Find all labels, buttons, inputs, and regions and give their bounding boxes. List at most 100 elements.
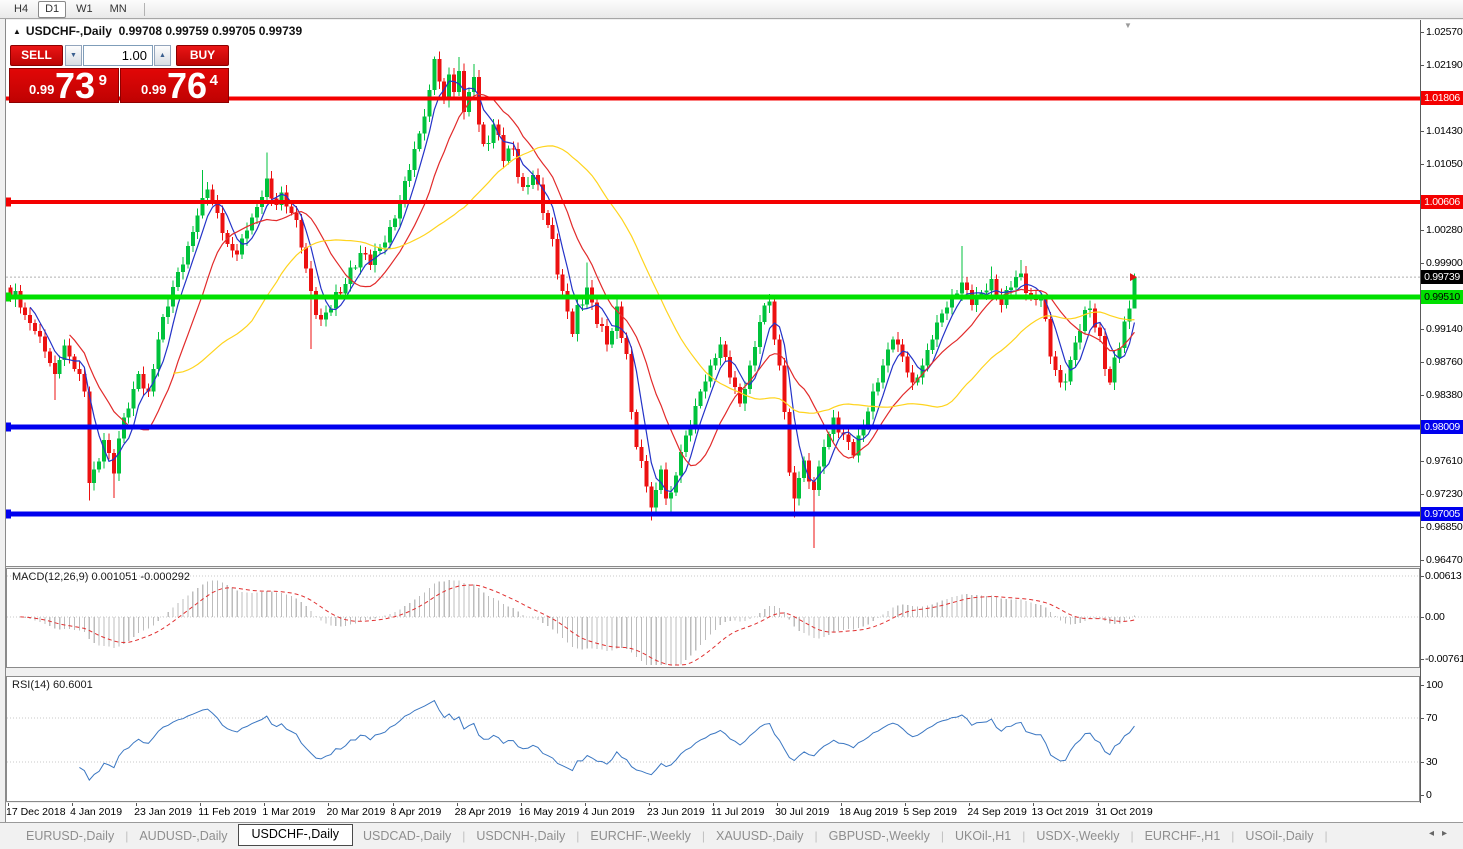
tab-scroll-right-icon[interactable]: ▸ — [1441, 828, 1455, 839]
axis-tick — [1421, 230, 1424, 232]
tab-separator: | — [814, 829, 818, 843]
tab-scroll-left-icon[interactable]: ◂ — [1428, 828, 1442, 839]
axis-tick — [1421, 329, 1424, 331]
axis-tick — [1421, 130, 1424, 132]
axis-tick — [1421, 685, 1424, 686]
timeframe-h4-button[interactable]: H4 — [14, 2, 29, 15]
tab-xauusd-daily[interactable]: XAUUSD-,Daily — [716, 829, 804, 843]
sell-button[interactable]: SELL — [10, 45, 63, 66]
date-tick-label: 5 Sep 2019 — [903, 806, 957, 818]
date-tick-label: 23 Jan 2019 — [134, 806, 192, 818]
sell-quote-box[interactable]: 0.99 73 9 — [9, 65, 119, 106]
axis-tick — [1421, 494, 1424, 496]
moving-average-34 — [172, 145, 1135, 414]
axis-tick — [1421, 394, 1424, 396]
main-chart-pane[interactable] — [6, 20, 1420, 566]
axis-tick — [1421, 560, 1424, 562]
rsi-label: RSI(14) 60.6001 — [12, 679, 93, 691]
tab-eurusd-daily[interactable]: EURUSD-,Daily — [26, 829, 115, 843]
buy-price-prefix: 0.99 — [141, 82, 167, 97]
price-axis[interactable]: 1.02570 1.02190 1.01430 1.01050 1.00280 0.999… — [1421, 20, 1463, 803]
date-tick-label: 16 May 2019 — [518, 806, 580, 818]
buy-quote-box[interactable]: 0.99 76 4 — [120, 65, 229, 106]
date-tick — [648, 803, 650, 806]
date-tick-label: 17 Dec 2018 — [6, 806, 66, 818]
tab-eurchf-weekly[interactable]: EURCHF-,Weekly — [590, 829, 691, 843]
date-axis[interactable]: 17 Dec 2018 4 Jan 2019 23 Jan 2019 11 Feb 2… — [6, 803, 1463, 822]
tab-usdcad-daily[interactable]: USDCAD-,Daily — [363, 829, 452, 843]
tab-usdcnh-daily[interactable]: USDCNH-,Daily — [476, 829, 566, 843]
axis-tick — [1421, 718, 1424, 719]
moving-average-13 — [69, 93, 1135, 467]
timeframe-d1-button[interactable]: D1 — [38, 0, 67, 18]
tab-separator: | — [462, 829, 466, 843]
tab-usdchf-daily[interactable]: USDCHF-,Daily — [237, 824, 354, 846]
price-tick-label: 0.97610 — [1426, 455, 1463, 468]
tab-separator: | — [1130, 829, 1134, 843]
buy-price-big: 76 — [167, 65, 208, 106]
date-tick — [264, 803, 266, 806]
rsi-pane[interactable] — [6, 676, 1420, 802]
axis-tick — [1421, 65, 1424, 66]
price-tick-label: 0.96470 — [1426, 554, 1463, 567]
axis-tick — [1421, 361, 1424, 363]
axis-tick — [1421, 576, 1424, 577]
date-tick-label: 11 Feb 2019 — [198, 806, 257, 818]
axis-tick — [1421, 659, 1424, 660]
candlestick-chart-canvas[interactable] — [6, 20, 1420, 566]
buy-button[interactable]: BUY — [176, 45, 229, 66]
tab-audusd-daily[interactable]: AUDUSD-,Daily — [139, 829, 228, 843]
rsi-axis-label: 100 — [1426, 679, 1443, 691]
collapse-panel-icon[interactable]: ▲ — [13, 27, 21, 36]
date-tick — [969, 803, 971, 806]
chart-symbol-label: USDCHF-,Daily — [25, 24, 112, 38]
horizontal-levels-layer — [6, 96, 1420, 519]
date-tick — [777, 803, 779, 806]
date-tick — [456, 803, 458, 806]
axis-tick — [1421, 527, 1424, 529]
tab-usdx-weekly[interactable]: USDX-,Weekly — [1036, 829, 1120, 843]
date-tick-label: 13 Oct 2019 — [1031, 806, 1089, 818]
chart-title: ▲ USDCHF-,Daily 0.99708 0.99759 0.99705 0… — [13, 24, 302, 38]
date-tick-label: 24 Sep 2019 — [967, 806, 1027, 818]
volume-increase-icon[interactable]: ▲ — [154, 45, 171, 66]
tab-ukoil-h1[interactable]: UKOil-,H1 — [954, 829, 1012, 843]
macd-histogram — [24, 580, 1136, 665]
volume-decrease-icon[interactable]: ▼ — [65, 45, 82, 66]
chart-scroll-marker-icon[interactable]: ▼ — [1124, 21, 1132, 30]
level-handle[interactable] — [6, 292, 11, 302]
tab-separator: | — [1022, 829, 1026, 843]
current-price-badge: 0.99739 — [1421, 270, 1463, 285]
tab-eurchf-h1[interactable]: EURCHF-,H1 — [1144, 829, 1221, 843]
price-tick-label: 1.02570 — [1426, 26, 1463, 39]
timeframe-mn-button[interactable]: MN — [109, 2, 127, 15]
tab-gbpusd-weekly[interactable]: GBPUSD-,Weekly — [828, 829, 930, 843]
level-handle[interactable] — [6, 509, 11, 519]
date-tick — [520, 803, 522, 806]
tab-separator: | — [576, 829, 580, 843]
level-handle[interactable] — [6, 422, 11, 432]
pane-splitter[interactable] — [6, 566, 1420, 567]
price-tick-label: 0.99140 — [1426, 323, 1463, 336]
rsi-current-value: 60.6001 — [52, 679, 93, 691]
price-tick-label: 0.98380 — [1426, 388, 1463, 401]
volume-input[interactable] — [83, 45, 153, 66]
level-handle[interactable] — [6, 197, 11, 207]
date-tick — [328, 803, 330, 806]
tab-usoil-daily[interactable]: USOil-,Daily — [1245, 829, 1314, 843]
price-tick-label: 0.97230 — [1426, 488, 1463, 501]
sell-price-big: 73 — [55, 65, 96, 106]
macd-pane[interactable] — [6, 568, 1420, 668]
tab-separator: | — [1324, 829, 1328, 843]
macd-signal-line — [20, 584, 1135, 666]
date-tick — [841, 803, 843, 806]
date-tick — [136, 803, 138, 806]
date-tick-label: 1 Mar 2019 — [262, 806, 316, 818]
candles-layer — [8, 51, 1137, 549]
date-tick-label: 8 Apr 2019 — [390, 806, 442, 818]
tab-separator: | — [125, 829, 129, 843]
axis-tick — [1421, 762, 1424, 763]
timeframe-w1-button[interactable]: W1 — [76, 2, 93, 15]
axis-tick — [1421, 32, 1424, 34]
date-tick — [584, 803, 586, 806]
